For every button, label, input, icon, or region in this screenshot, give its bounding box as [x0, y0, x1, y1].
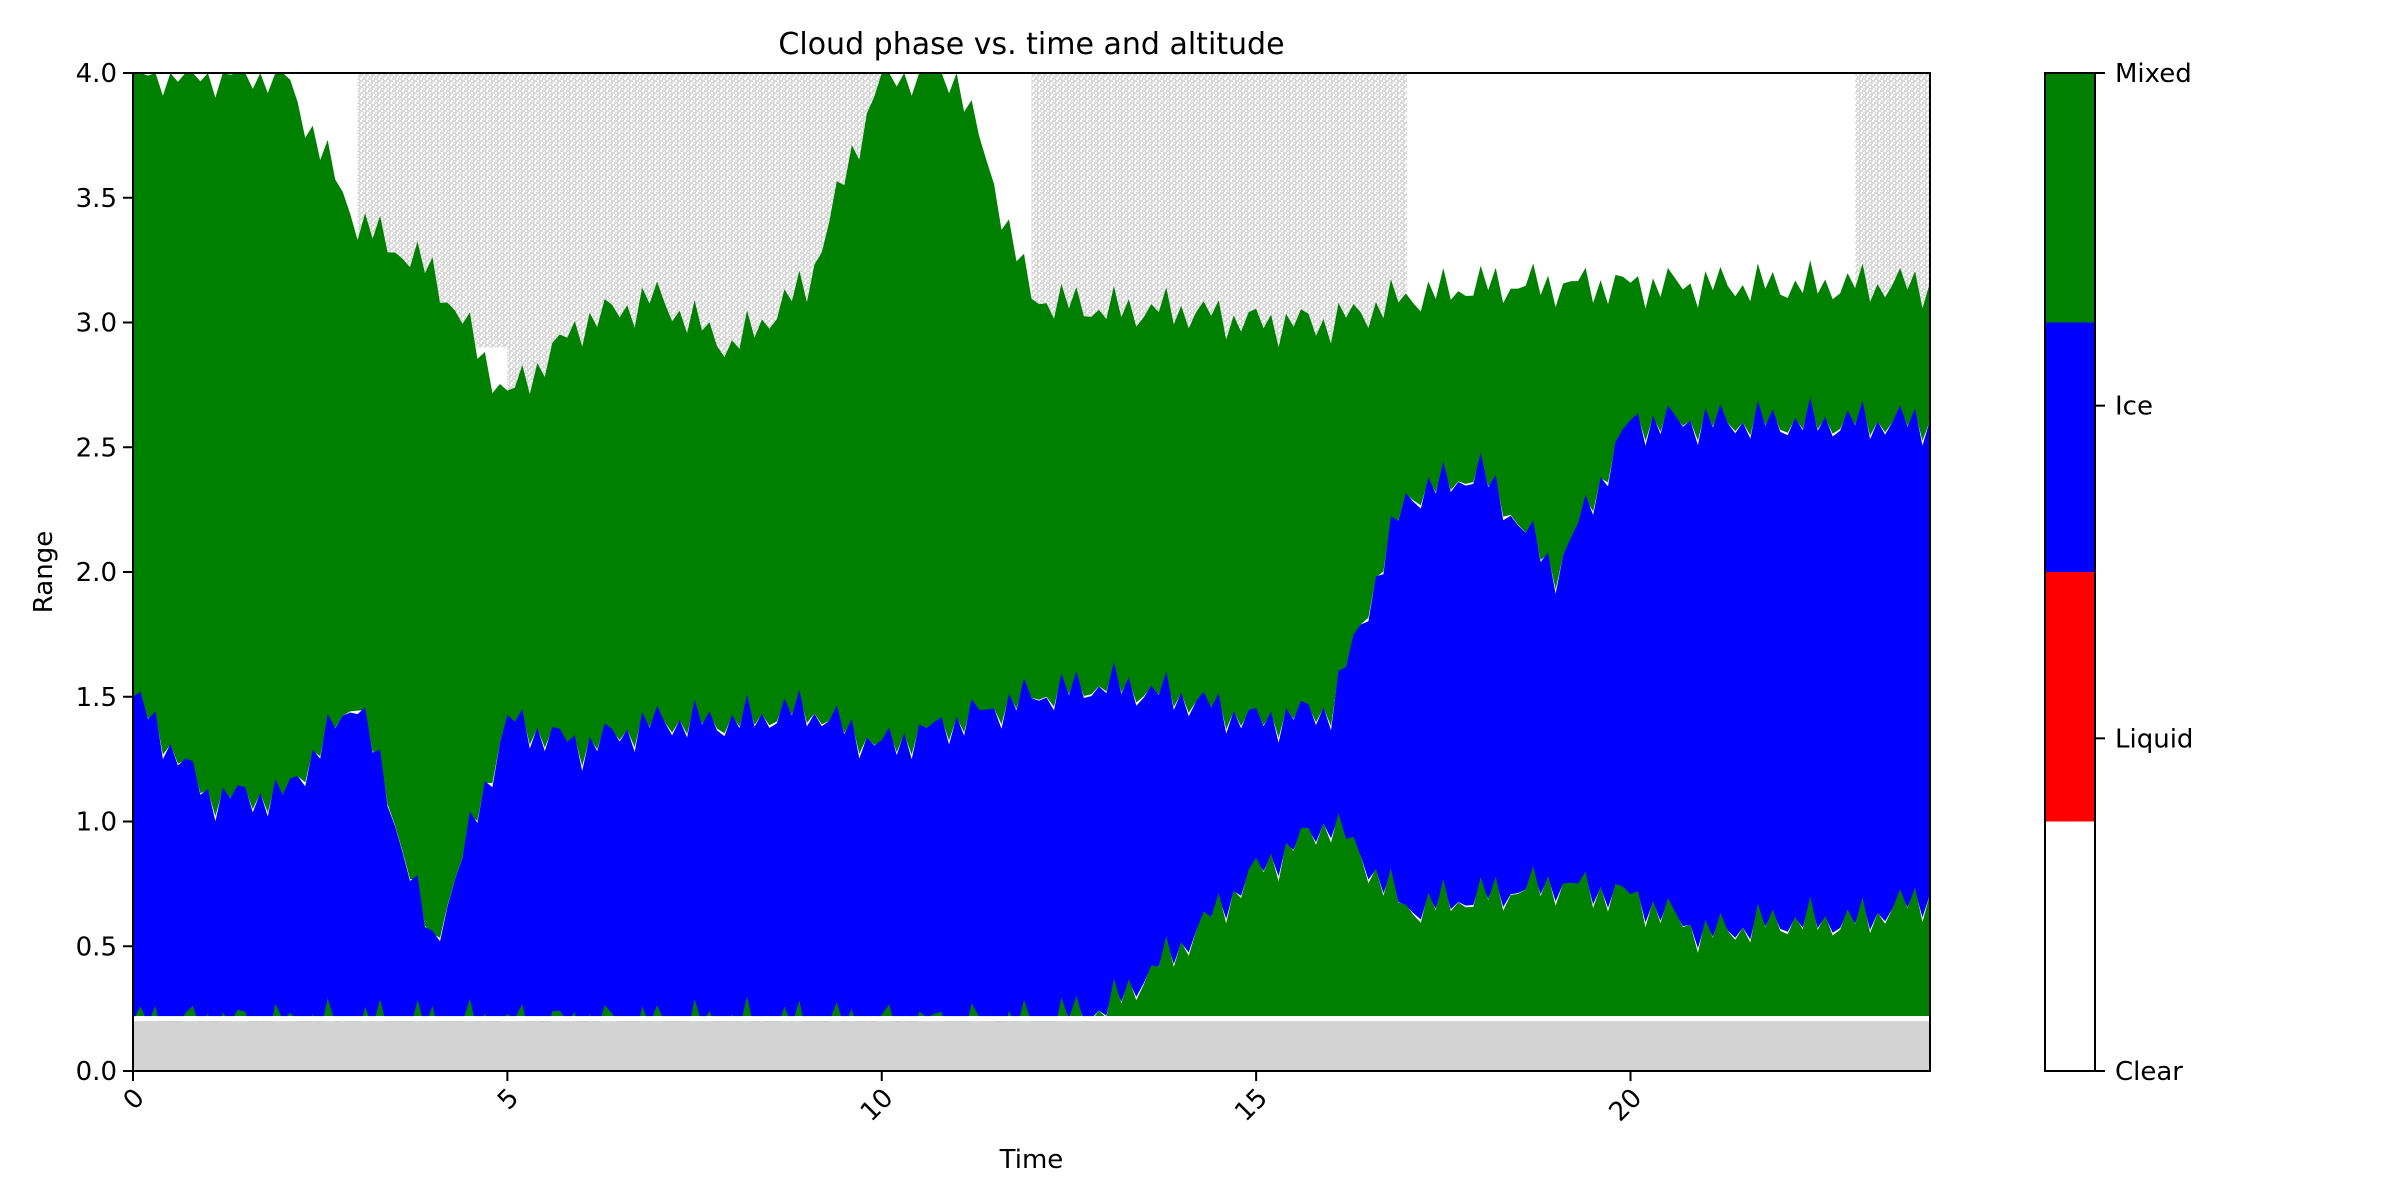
colorbar-frame [2044, 72, 2096, 1072]
y-tick-label: 3.5 [76, 184, 117, 214]
y-tick-label: 2.5 [76, 433, 117, 463]
x-tick-label: 10 [855, 1083, 900, 1128]
x-axis: 0 5 10 15 20 [118, 1071, 1648, 1128]
y-tick-label: 3.0 [76, 309, 117, 339]
y-tick-label: 1.0 [76, 808, 117, 838]
colorbar-segment-liquid [2045, 572, 2095, 822]
lower-mixed-region [133, 813, 1930, 1046]
phase-field [133, 73, 1930, 1071]
colorbar-label-liquid: Liquid [2115, 724, 2193, 754]
gap-line [133, 1016, 1930, 1022]
x-tick-label: 20 [1604, 1083, 1649, 1128]
x-axis-label: Time [999, 1145, 1064, 1175]
colorbar-label-mixed: Mixed [2115, 59, 2192, 89]
mixed-phase-region [133, 73, 1930, 938]
upper-no-data-region [432, 73, 509, 348]
y-tick-label: 0.0 [76, 1057, 117, 1087]
colorbar-segment-ice [2045, 322, 2095, 572]
y-tick-label: 2.0 [76, 558, 117, 588]
colorbar-label-clear: Clear [2115, 1057, 2183, 1087]
x-tick-label: 5 [492, 1083, 525, 1116]
y-tick-label: 0.5 [76, 932, 117, 962]
colorbar-segment-mixed [2045, 73, 2095, 323]
colorbar-segment-clear [2045, 821, 2095, 1071]
y-axis-label: Range [29, 531, 59, 613]
colorbar-label-ice: Ice [2115, 392, 2153, 422]
colorbar: Clear Liquid Ice Mixed [2044, 59, 2193, 1087]
y-axis: 0.0 0.5 1.0 1.5 2.0 2.5 3.0 3.5 4.0 [76, 59, 133, 1087]
x-tick-label: 0 [118, 1083, 151, 1116]
no-data-floor [133, 1021, 1930, 1071]
y-tick-label: 4.0 [76, 59, 117, 89]
x-tick-label: 15 [1229, 1083, 1274, 1128]
chart-title: Cloud phase vs. time and altitude [778, 27, 1284, 62]
y-tick-label: 1.5 [76, 683, 117, 713]
